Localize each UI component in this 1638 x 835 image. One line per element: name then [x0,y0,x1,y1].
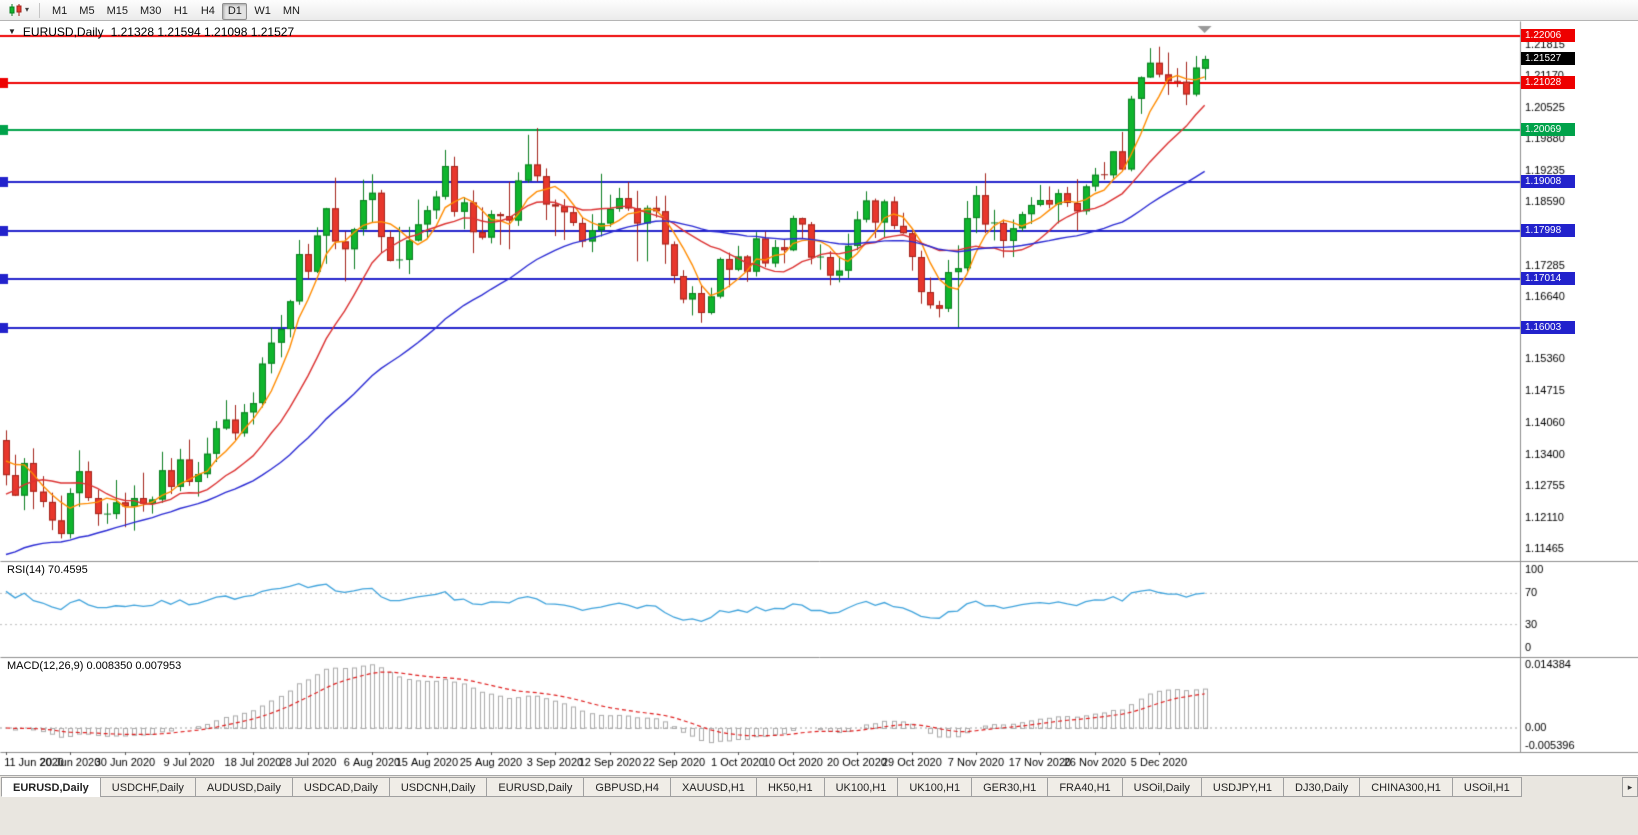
chart-title-ohlc: 1.21328 1.21594 1.21098 1.21527 [110,25,295,39]
timeframe-button-m30[interactable]: M30 [135,3,166,20]
chart-tab-usoil-h1[interactable]: USOil,H1 [1451,777,1522,797]
chart-tab-dj30-daily[interactable]: DJ30,Daily [1283,777,1361,797]
timeframe-button-w1[interactable]: W1 [249,3,276,20]
chart-tab-usdjpy-h1[interactable]: USDJPY,H1 [1200,777,1285,797]
chart-tabbar: EURUSD,Daily USDCHF,Daily AUDUSD,Daily USDC… [0,775,1638,835]
chart-tab-gbpusd-h4[interactable]: GBPUSD,H4 [583,777,671,797]
timeframe-button-h1[interactable]: H1 [168,3,193,20]
chart-tab-hk50-h1[interactable]: HK50,H1 [755,777,825,797]
timeframe-button-m5[interactable]: M5 [74,3,99,20]
chevron-down-icon: ▾ [25,5,30,14]
chart-tab-usdchf-daily[interactable]: USDCHF,Daily [99,777,196,797]
chart-tab-usoil-daily[interactable]: USOil,Daily [1121,777,1202,797]
timeframe-button-m1[interactable]: M1 [47,3,72,20]
collapse-chart-icon[interactable]: ▼ [8,27,16,36]
current-price-label: 1.21527 [1521,52,1575,65]
chart-title: ▼ EURUSD,Daily 1.21328 1.21594 1.21098 1… [8,25,294,39]
chart-tab-audusd-daily[interactable]: AUDUSD,Daily [194,777,293,797]
chart-tab-eurusd-daily[interactable]: EURUSD,Daily [1,777,101,797]
timeframe-toolbar: ▾ M1 M5 M15 M30 H1 H4 D1 W1 MN [0,0,1638,21]
chart-tab-uk100-h1[interactable]: UK100,H1 [823,777,899,797]
timeframe-button-m15[interactable]: M15 [102,3,133,20]
macd-indicator-label: MACD(12,26,9) 0.008350 0.007953 [7,660,182,672]
price-line-label: 1.19008 [1521,175,1575,188]
tab-scroll-right-button[interactable]: ▸ [1622,777,1638,797]
chart-tab-ger30-h1[interactable]: GER30,H1 [971,777,1049,797]
chart-type-icon[interactable]: ▾ [4,1,33,19]
price-line-label: 1.17998 [1521,224,1575,237]
price-chart-canvas[interactable] [0,21,1638,775]
rsi-indicator-label: RSI(14) 70.4595 [7,564,88,576]
toolbar-separator [39,2,41,18]
price-line-label: 1.20069 [1521,123,1575,136]
timeframe-button-mn[interactable]: MN [278,3,305,20]
chart-tab-fra40-h1[interactable]: FRA40,H1 [1047,777,1123,797]
chart-tabs: EURUSD,Daily USDCHF,Daily AUDUSD,Daily USDC… [1,777,1522,797]
chart-tab-usdcad-daily[interactable]: USDCAD,Daily [291,777,390,797]
chart-title-symbol: EURUSD,Daily [22,25,104,39]
chart-tab-china300-h1[interactable]: CHINA300,H1 [1359,777,1453,797]
timeframe-button-h4[interactable]: H4 [195,3,220,20]
candlestick-chart-icon [9,4,22,16]
price-line-label: 1.17014 [1521,272,1575,285]
price-line-label: 1.16003 [1521,321,1575,334]
chart-tab-usdcnh-daily[interactable]: USDCNH,Daily [388,777,488,797]
chart-tab-xauusd-h1[interactable]: XAUUSD,H1 [669,777,757,797]
price-line-label: 1.21028 [1521,76,1575,89]
timeframe-button-d1[interactable]: D1 [222,2,248,20]
chart-tab-eurusd-daily[interactable]: EURUSD,Daily [486,777,585,797]
timeframe-buttons: M1 M5 M15 M30 H1 H4 D1 W1 MN [46,1,306,20]
chart-tab-uk100-h1[interactable]: UK100,H1 [897,777,973,797]
price-line-label: 1.22006 [1521,29,1575,42]
